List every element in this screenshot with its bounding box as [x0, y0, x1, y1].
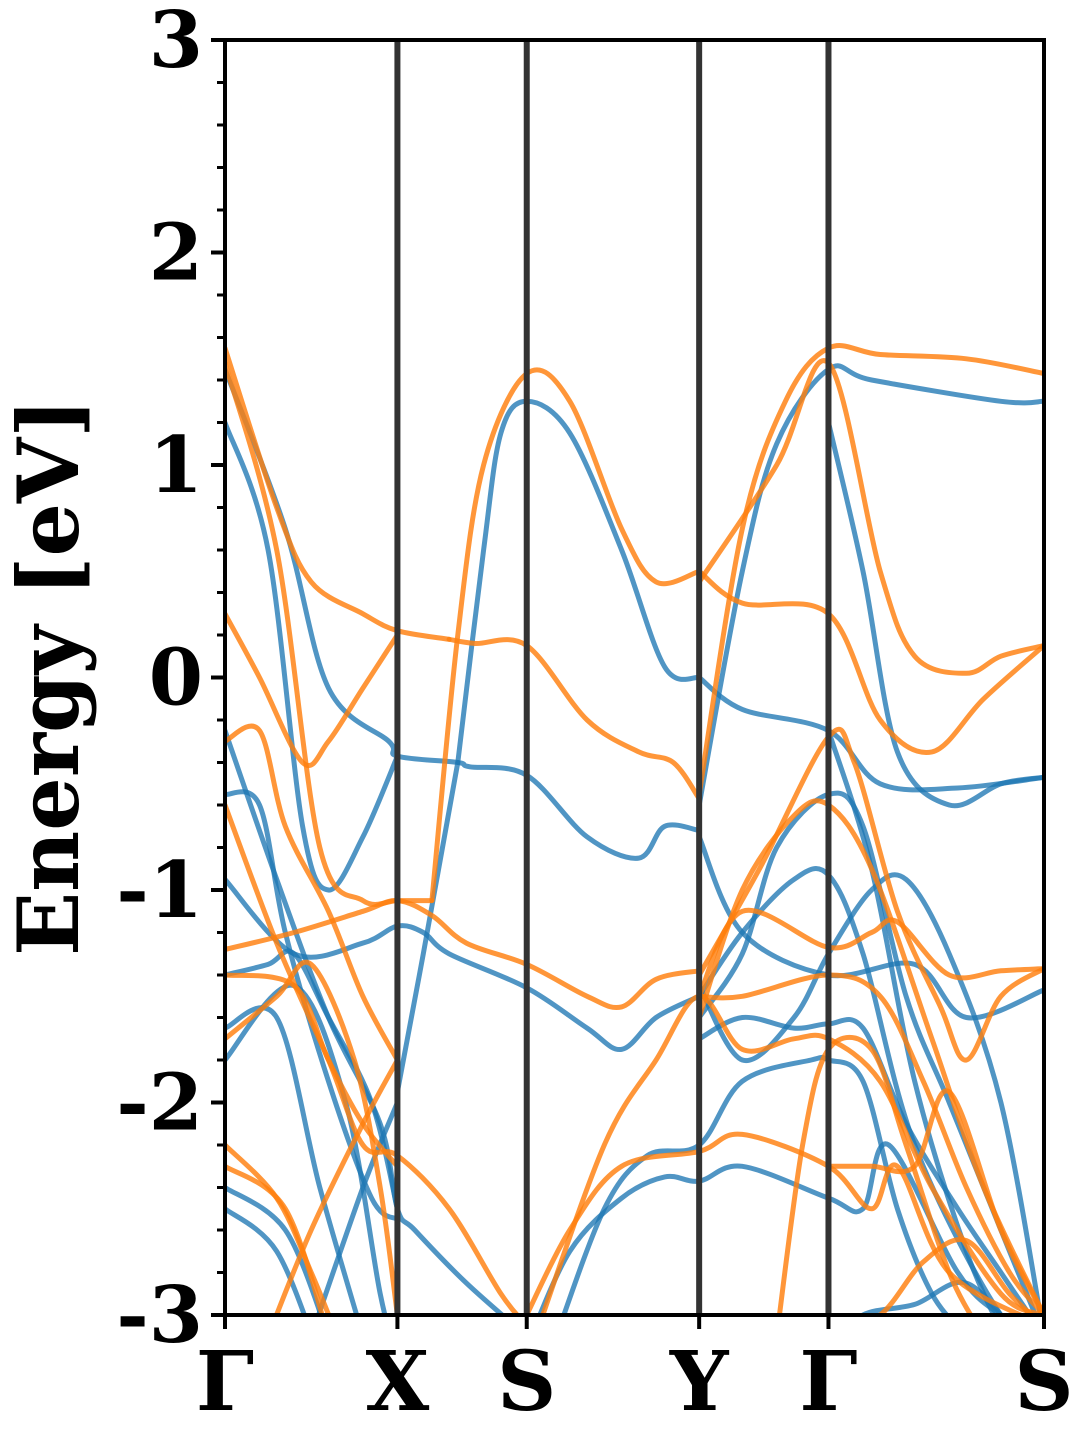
band-line-orange-32 [225, 802, 521, 1315]
band-line-blue-23 [826, 420, 1044, 809]
band-line-blue-8 [225, 1005, 360, 1315]
band-line-orange-39 [524, 1131, 1027, 1315]
band-line-orange-40 [540, 993, 1044, 1315]
band-line-orange-26 [225, 345, 452, 642]
band-line-orange-27 [446, 636, 702, 802]
y-axis-title: Energy [eV] [0, 398, 98, 956]
high-symmetry-lines [394, 40, 832, 1315]
band-line-orange-42 [696, 568, 1044, 755]
band-line-orange-47 [696, 972, 1044, 1315]
band-line-blue-24 [826, 728, 997, 1315]
band-line-orange-48 [826, 1088, 1044, 1315]
x-tick-label: S [1014, 1334, 1073, 1430]
band-line-orange-46 [696, 726, 1044, 1063]
band-line-blue-21 [696, 1014, 1033, 1315]
band-line-blue-16 [561, 1054, 950, 1315]
band-line-orange-50 [776, 1034, 974, 1315]
band-line-blue-6 [225, 876, 702, 1052]
x-tick-label: Y [669, 1334, 730, 1430]
band-line-orange-30 [225, 611, 400, 768]
y-tick-label: -2 [116, 1058, 203, 1149]
band-line-orange-37 [225, 1163, 325, 1315]
band-line-blue-3 [225, 420, 400, 893]
band-line-blue-15 [537, 1141, 1006, 1315]
x-tick-label: Γ [196, 1334, 254, 1430]
y-tick-label: 2 [149, 208, 203, 299]
y-tick-label: 3 [149, 0, 203, 86]
band-line-orange-43 [696, 358, 1044, 676]
band-line-orange-45 [696, 798, 1044, 1315]
band-line-blue-2 [696, 675, 1044, 793]
band-line-blue-7 [225, 948, 400, 1212]
band-line-orange-49 [875, 1236, 1036, 1315]
y-tick-label: -3 [116, 1270, 203, 1361]
band-line-blue-13 [455, 398, 702, 765]
x-tick-label: S [497, 1334, 556, 1430]
band-line-orange-41 [696, 343, 1044, 797]
band-line-blue-11 [225, 1206, 308, 1315]
band-line-orange-44 [696, 907, 1044, 999]
band-line-orange-31 [225, 723, 400, 1063]
y-tick-label: -1 [116, 845, 203, 936]
band-line-orange-38 [273, 1057, 400, 1315]
band-line-orange-33 [225, 898, 702, 1011]
y-tick-label: 1 [149, 420, 203, 511]
x-tick-label: X [366, 1334, 430, 1430]
y-axis: -3 -2 -1 0 1 2 3 [116, 0, 225, 1361]
band-line-blue-17 [696, 363, 1044, 808]
band-lines [225, 343, 1044, 1315]
plot-frame [223, 38, 1046, 1317]
band-line-blue-12 [394, 760, 461, 1095]
y-tick-label: 0 [149, 633, 203, 724]
x-tick-label: Γ [799, 1334, 857, 1430]
band-line-orange-35 [225, 959, 400, 1315]
